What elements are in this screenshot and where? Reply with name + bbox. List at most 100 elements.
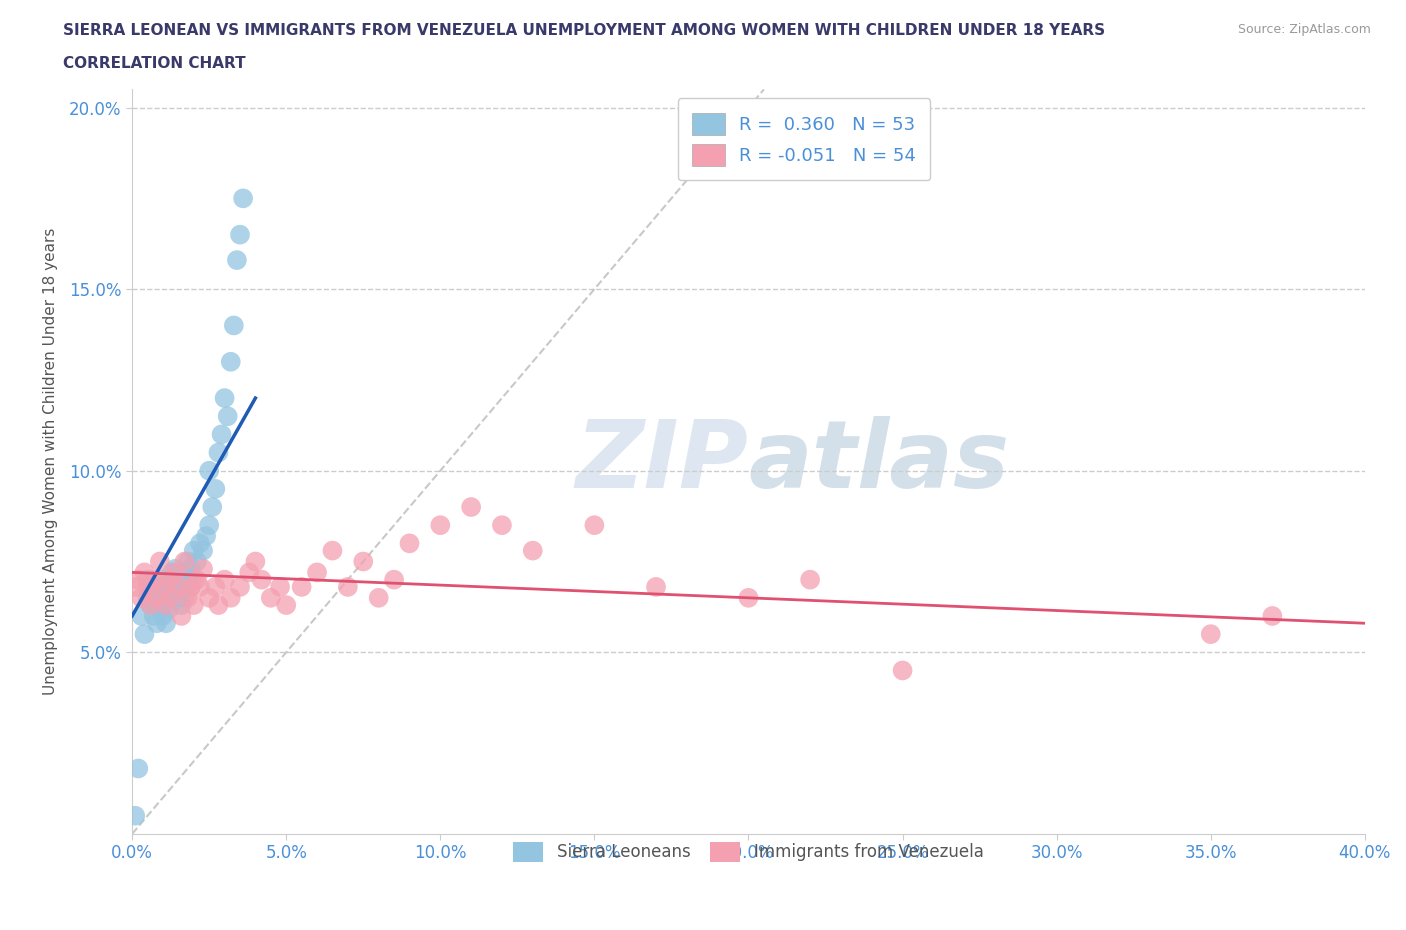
Point [155,594,177,609]
Point [198,463,221,478]
Point [214,572,236,587]
Point [152,608,174,623]
Point [183,572,205,587]
Point [173,554,195,569]
Point [146,591,169,605]
Point [160,572,183,587]
Point [152,579,174,594]
Point [204,579,226,594]
Point [149,554,172,569]
Point [165,579,187,594]
Point [183,598,205,613]
Point [176,572,198,587]
Point [799,572,821,587]
Point [211,427,233,442]
Point [188,536,211,551]
Point [737,591,759,605]
Point [170,598,193,613]
Point [134,627,156,642]
Point [136,579,159,594]
Point [352,554,374,569]
Point [186,554,208,569]
Point [167,579,190,594]
Point [186,572,208,587]
Point [160,591,183,605]
Point [136,572,159,587]
Point [398,536,420,551]
Point [165,562,187,577]
Point [245,554,267,569]
Point [198,518,221,533]
Point [195,528,218,543]
Point [180,562,202,577]
Point [152,572,174,587]
Point [173,591,195,605]
Point [160,591,183,605]
Point [321,543,343,558]
Point [188,579,211,594]
Point [157,572,180,587]
Point [217,409,239,424]
Point [167,591,190,605]
Point [191,543,214,558]
Point [124,579,146,594]
Point [229,579,252,594]
Point [149,579,172,594]
Point [180,579,202,594]
Point [367,591,389,605]
Point [198,591,221,605]
Point [149,602,172,617]
Legend: Sierra Leoneans, Immigrants from Venezuela: Sierra Leoneans, Immigrants from Venezue… [505,833,993,870]
Point [1261,608,1284,623]
Point [522,543,544,558]
Text: atlas: atlas [748,416,1010,508]
Text: Source: ZipAtlas.com: Source: ZipAtlas.com [1237,23,1371,36]
Point [157,579,180,594]
Point [131,591,153,605]
Point [146,591,169,605]
Point [176,554,198,569]
Point [165,565,187,579]
Point [134,565,156,579]
Point [226,253,249,268]
Point [1199,627,1222,642]
Point [229,227,252,242]
Point [142,608,165,623]
Point [167,572,190,587]
Point [146,616,169,631]
Point [201,499,224,514]
Point [136,591,159,605]
Point [139,598,162,613]
Point [429,518,451,533]
Point [269,579,291,594]
Point [170,579,193,594]
Point [491,518,513,533]
Point [291,579,314,594]
Point [207,598,229,613]
Point [219,591,242,605]
Point [142,572,165,587]
Point [180,579,202,594]
Point [232,191,254,206]
Point [127,572,149,587]
Point [155,598,177,613]
Point [214,391,236,405]
Point [260,591,283,605]
Text: SIERRA LEONEAN VS IMMIGRANTS FROM VENEZUELA UNEMPLOYMENT AMONG WOMEN WITH CHILDR: SIERRA LEONEAN VS IMMIGRANTS FROM VENEZU… [63,23,1105,38]
Point [160,565,183,579]
Point [204,482,226,497]
Point [152,591,174,605]
Point [583,518,606,533]
Point [173,565,195,579]
Point [219,354,242,369]
Point [183,543,205,558]
Point [238,565,260,579]
Point [276,598,298,613]
Point [645,579,668,594]
Point [336,579,359,594]
Point [170,608,193,623]
Y-axis label: Unemployment Among Women with Children Under 18 years: Unemployment Among Women with Children U… [44,228,58,696]
Point [131,608,153,623]
Point [124,808,146,823]
Point [305,565,328,579]
